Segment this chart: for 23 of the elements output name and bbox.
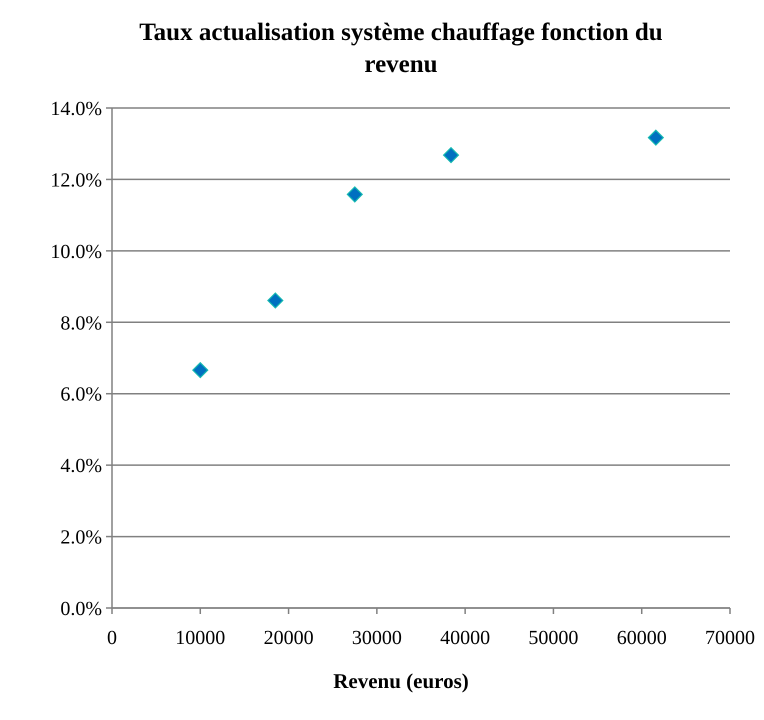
x-tick-label: 20000 — [264, 627, 314, 649]
y-tick-label: 2.0% — [60, 526, 102, 549]
y-tick-label: 8.0% — [60, 312, 102, 334]
x-axis-title: Revenu (euros) — [333, 669, 469, 693]
chart-title: Taux actualisation système chauffage fonction du revenu — [139, 19, 663, 78]
x-tick-label: 30000 — [352, 627, 402, 649]
x-tick-label: 60000 — [616, 627, 667, 649]
point — [192, 362, 208, 378]
x-tick-label: 0 — [107, 627, 117, 649]
y-tick-label: 14.0% — [50, 98, 102, 120]
x-tick-label: 50000 — [528, 627, 578, 649]
y-tick-label: 12.0% — [50, 169, 102, 192]
point — [648, 130, 664, 146]
x-tick-label: 70000 — [705, 627, 755, 649]
y-tick-label: 0.0% — [60, 598, 102, 620]
point — [346, 186, 363, 202]
y-tick-label: 6.0% — [60, 384, 102, 406]
x-tick-label: 10000 — [175, 627, 226, 649]
x-tick-label: 40000 — [440, 627, 490, 649]
y-tick-label: 10.0% — [50, 240, 102, 263]
point — [267, 292, 284, 309]
y-tick-label: 4.0% — [60, 455, 102, 478]
point — [443, 147, 460, 164]
